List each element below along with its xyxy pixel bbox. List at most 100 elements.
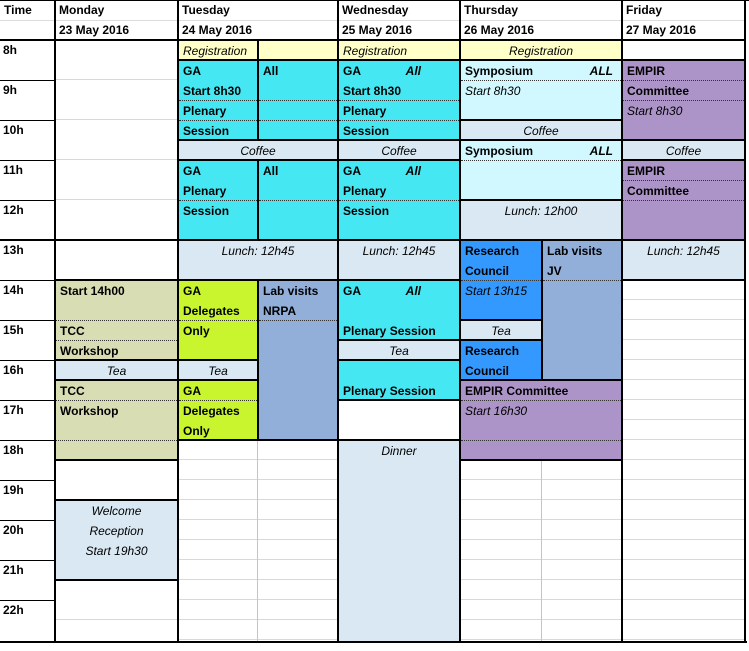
event-mon-tcc-workshop-2[interactable]: TCC Workshop [54, 379, 179, 461]
event-text: Committee [627, 184, 690, 198]
day-header-thu[interactable]: Thursday 26 May 2016 [460, 0, 622, 40]
event-text: Coffee [665, 144, 702, 158]
time-label-12h[interactable]: 12h [3, 203, 24, 217]
event-text-row: All [259, 61, 337, 81]
time-label-18h[interactable]: 18h [3, 443, 24, 457]
event-wed-coffee[interactable]: Coffee [337, 139, 461, 161]
event-text: Workshop [60, 404, 119, 418]
event-thu-empir-committee[interactable]: EMPIR Committee Start 16h30 [459, 379, 623, 461]
event-wed-tea[interactable]: Tea [337, 339, 461, 361]
cell-separator-dotted-line [339, 100, 459, 101]
event-tue-tea[interactable]: Tea [177, 359, 259, 381]
time-label-14h[interactable]: 14h [3, 283, 24, 297]
event-text-right: All [405, 164, 421, 178]
event-text: Start 8h30 [183, 84, 242, 98]
time-label-13h[interactable]: 13h [3, 243, 24, 257]
event-wed-lunch[interactable]: Lunch: 12h45 [337, 239, 461, 281]
event-fri-empir-committee-1[interactable]: EMPIR Committee Start 8h30 [621, 59, 746, 141]
event-thu-research-council-2[interactable]: Research Council [459, 339, 543, 381]
event-tue-lunch[interactable]: Lunch: 12h45 [177, 239, 339, 281]
event-text: Reception [89, 524, 144, 538]
day-header-fri[interactable]: Friday 27 May 2016 [622, 0, 745, 40]
day-header-wed[interactable]: Wednesday 25 May 2016 [338, 0, 460, 40]
event-text-row: Registration [461, 41, 621, 59]
event-text: Session [343, 124, 390, 138]
time-label-10h[interactable]: 10h [3, 123, 24, 137]
event-thu-research-council-1[interactable]: Research Council Start 13h15 [459, 239, 543, 321]
event-text: Plenary [343, 104, 387, 118]
time-label-16h[interactable]: 16h [3, 363, 24, 377]
event-text: Plenary [343, 184, 387, 198]
event-tue-all-am[interactable]: All [257, 59, 339, 141]
event-tue-ga-plenary-late-am[interactable]: GA Plenary Session [177, 159, 259, 241]
event-text: Only [183, 424, 210, 438]
event-mon-tea[interactable]: Tea [54, 359, 179, 381]
empty-grid-region [178, 440, 338, 642]
event-mon-welcome-reception[interactable]: Welcome Reception Start 19h30 [54, 499, 179, 581]
time-label-17h[interactable]: 17h [3, 403, 24, 417]
event-text-row: Plenary [179, 101, 257, 121]
event-thu-symposium-2[interactable]: Symposium ALL [459, 139, 623, 201]
event-text: Council [465, 264, 509, 278]
event-tue-all-late-am[interactable]: All [257, 159, 339, 241]
event-text-row: Session [179, 121, 257, 139]
event-text-row: GA [179, 61, 257, 81]
subcolumn-divider-line [541, 460, 542, 642]
event-wed-ga-plenary-late-am[interactable]: GA All Plenary Session [337, 159, 461, 241]
event-wed-ga-plenary-am[interactable]: GA All Start 8h30 Plenary Session [337, 59, 461, 141]
event-text: Delegates [183, 304, 240, 318]
event-tue-registration-all[interactable] [257, 39, 339, 61]
event-text-row: NRPA [259, 301, 337, 321]
event-text-row: Start 14h00 [56, 281, 177, 301]
time-label-8h[interactable]: 8h [3, 43, 18, 57]
event-text: Lunch: 12h00 [504, 204, 578, 218]
time-label-19h[interactable]: 19h [3, 483, 24, 497]
cell-separator-dotted-line [259, 100, 337, 101]
event-text-row: Coffee [339, 141, 459, 159]
event-wed-registration[interactable]: Registration [337, 39, 461, 61]
time-column-header[interactable]: Time [0, 0, 55, 40]
event-tue-ga-delegates-2[interactable]: GA Delegates Only [177, 379, 259, 441]
event-fri-lunch[interactable]: Lunch: 12h45 [621, 239, 746, 281]
day-header-tue[interactable]: Tuesday 24 May 2016 [178, 0, 338, 40]
event-fri-empir-committee-2[interactable]: EMPIR Committee [621, 159, 746, 241]
event-wed-ga-plenary-pm1[interactable]: GA All Plenary Session [337, 279, 461, 341]
event-tue-ga-plenary-am[interactable]: GA Start 8h30 Plenary Session [177, 59, 259, 141]
cell-separator-dotted-line [56, 400, 177, 401]
event-thu-symposium-1[interactable]: Symposium ALL Start 8h30 [459, 59, 623, 121]
event-tue-registration[interactable]: Registration [177, 39, 259, 61]
event-thu-lunch[interactable]: Lunch: 12h00 [459, 199, 623, 241]
event-wed-dinner[interactable]: Dinner [337, 439, 461, 643]
event-text: NRPA [263, 304, 297, 318]
event-thu-tea[interactable]: Tea [459, 319, 543, 341]
day-date: 26 May 2016 [464, 23, 535, 37]
time-label-22h[interactable]: 22h [3, 603, 24, 617]
time-label-20h[interactable]: 20h [3, 523, 24, 537]
event-tue-lab-visits-nrpa[interactable]: Lab visits NRPA [257, 279, 339, 441]
day-name: Wednesday [342, 3, 409, 17]
event-text-row: EMPIR Committee [461, 381, 621, 401]
time-label-15h[interactable]: 15h [3, 323, 24, 337]
cell-separator-dotted-line [461, 400, 621, 401]
event-text: GA [183, 284, 201, 298]
time-label-9h[interactable]: 9h [3, 83, 18, 97]
event-thu-registration[interactable]: Registration [459, 39, 623, 61]
event-text-row: Research [461, 341, 541, 361]
event-thu-coffee[interactable]: Coffee [459, 119, 623, 141]
time-label-11h[interactable]: 11h [3, 163, 24, 177]
event-wed-ga-plenary-pm2[interactable]: Plenary Session [337, 359, 461, 401]
event-fri-coffee[interactable]: Coffee [621, 139, 746, 161]
event-text: Registration [183, 44, 248, 58]
empty-grid-region [622, 280, 745, 642]
event-text-row: Committee [623, 81, 744, 101]
event-tue-coffee[interactable]: Coffee [177, 139, 339, 161]
grid-line [0, 480, 56, 481]
time-label-21h[interactable]: 21h [3, 563, 24, 577]
event-text: Plenary [183, 104, 227, 118]
grid-line [0, 400, 56, 401]
day-header-mon[interactable]: Monday 23 May 2016 [55, 0, 178, 40]
event-mon-tcc-workshop-1[interactable]: Start 14h00 TCC Workshop [54, 279, 179, 361]
event-tue-ga-delegates-1[interactable]: GA Delegates Only [177, 279, 259, 361]
event-thu-lab-visits-jv[interactable]: Lab visits JV [541, 239, 623, 381]
